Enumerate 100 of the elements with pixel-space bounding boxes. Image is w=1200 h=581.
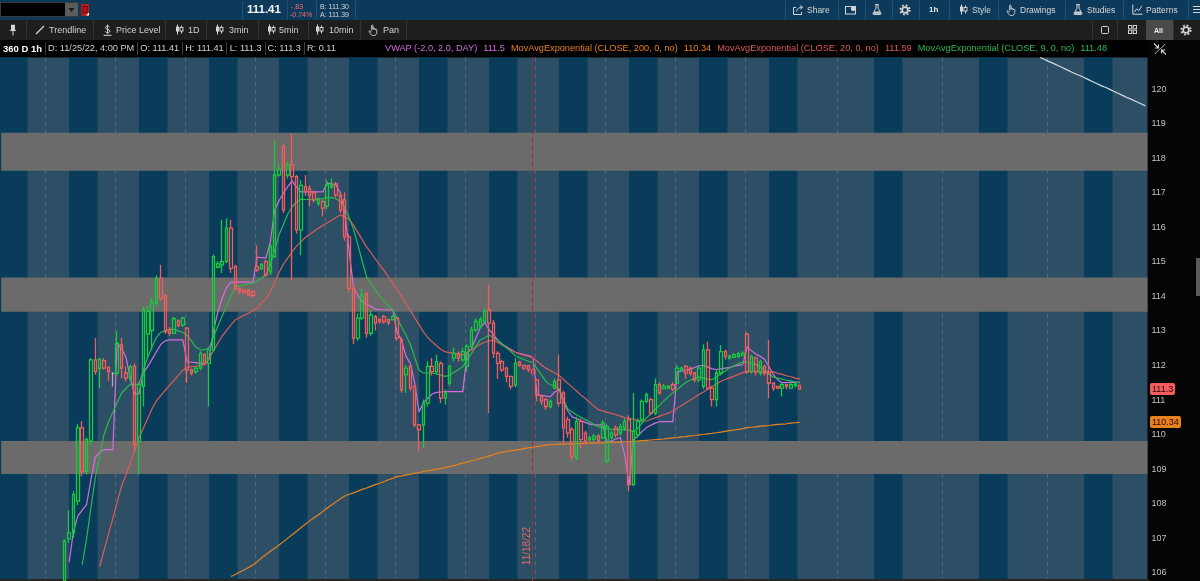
candlestick (219, 219, 225, 274)
candlestick (119, 337, 124, 379)
candlestick (701, 343, 706, 390)
candlestick (443, 388, 448, 406)
candlestick (451, 347, 457, 363)
candlestick (128, 364, 133, 383)
candlestick (79, 420, 85, 477)
y-tick-label: 114 (1151, 290, 1166, 301)
candlestick (779, 381, 785, 398)
candlestick (324, 179, 330, 211)
text: Share (807, 4, 830, 15)
candlestick (758, 359, 763, 377)
candlestick (438, 360, 444, 404)
text: 111.48 (1079, 42, 1108, 55)
candlestick (543, 397, 549, 411)
candlestick (281, 143, 286, 214)
text: 1D (188, 24, 200, 35)
candlestick (198, 350, 203, 371)
candlestick (180, 316, 186, 328)
candlestick (618, 423, 623, 437)
candlestick (482, 307, 487, 325)
y-tick-label: 117 (1151, 187, 1166, 198)
candlestick (626, 414, 632, 492)
candlestick (753, 355, 759, 377)
candlestick (110, 371, 116, 388)
candlestick (311, 189, 317, 204)
y-tick-label: 109 (1151, 463, 1167, 474)
candlestick (434, 354, 439, 375)
candlestick (692, 371, 697, 383)
text: Style (972, 4, 991, 15)
text: 111.3 (1150, 383, 1176, 396)
candlestick (674, 364, 680, 385)
candlestick (263, 258, 269, 278)
candlestick (766, 339, 772, 399)
text: 111.59 (883, 42, 913, 55)
candlestick (456, 350, 461, 363)
text: H: 111.41 (184, 42, 225, 55)
candlestick (132, 362, 137, 453)
text: R: 0.11 (305, 42, 337, 55)
text: 111.41 (247, 3, 281, 16)
candlestick (749, 354, 754, 375)
candlestick (744, 331, 750, 375)
text: L: 111.3 (228, 42, 263, 55)
candlestick (97, 357, 102, 389)
y-tick-label: 113 (1151, 325, 1166, 336)
candlestick (246, 288, 251, 297)
chart-title: 360 D 1h (2, 42, 44, 56)
candlestick (534, 378, 540, 402)
candlestick (683, 364, 689, 380)
text: D: 11/25/22, 4:00 PM (47, 42, 136, 55)
candlestick (723, 348, 728, 361)
candlestick (241, 288, 247, 295)
candlestick (613, 424, 619, 439)
text: 111.5 (482, 42, 506, 55)
annotation: 11/18/22 (520, 527, 532, 566)
text: 10min (329, 24, 354, 35)
text: C: 111.3 (266, 42, 302, 55)
y-tick-label: 115 (1151, 256, 1166, 267)
line-series (230, 421, 801, 578)
text: Drawings (1020, 4, 1056, 15)
candlestick (364, 291, 369, 339)
text: 3min (229, 24, 249, 35)
candlestick (513, 357, 518, 389)
candlestick (93, 337, 98, 376)
candlestick (171, 316, 177, 335)
candlestick (202, 352, 207, 366)
text: MovAvgExponential (CLOSE, 9, 0, no) (916, 42, 1076, 55)
candlestick (403, 364, 409, 394)
text: MovAvgExponential (CLOSE, 20, 0, no) (716, 42, 880, 55)
y-tick-label: 106 (1151, 567, 1167, 578)
candlestick (285, 160, 291, 180)
candlestick (394, 316, 400, 342)
candlestick (381, 314, 387, 325)
candlestick (254, 244, 260, 273)
text: Trendline (49, 24, 87, 35)
y-tick-label: 116 (1151, 221, 1166, 232)
y-tick-label: 108 (1151, 498, 1167, 509)
candlestick (552, 378, 557, 390)
candlestick (653, 377, 658, 416)
candlestick (123, 365, 129, 382)
text: Price Level (116, 24, 161, 35)
text: VWAP (-2.0, 2.0, DAY) (384, 42, 479, 55)
text: 110.34 (682, 42, 713, 55)
text: 110.34 (1150, 416, 1181, 429)
candlestick (631, 392, 636, 487)
line-series (1039, 56, 1146, 107)
y-tick-label: 107 (1151, 532, 1167, 543)
candlestick (657, 381, 662, 396)
text: 1h (929, 5, 939, 14)
candlestick (578, 417, 584, 449)
candlestick (670, 381, 676, 392)
text: O: 111.41 (139, 42, 181, 55)
candlestick (298, 179, 304, 256)
candlestick (399, 336, 404, 394)
text: 5min (279, 24, 299, 35)
candlestick (429, 357, 435, 377)
candlestick (622, 417, 627, 432)
candlestick (486, 284, 492, 414)
candlestick (648, 397, 654, 416)
candlestick (539, 393, 544, 406)
